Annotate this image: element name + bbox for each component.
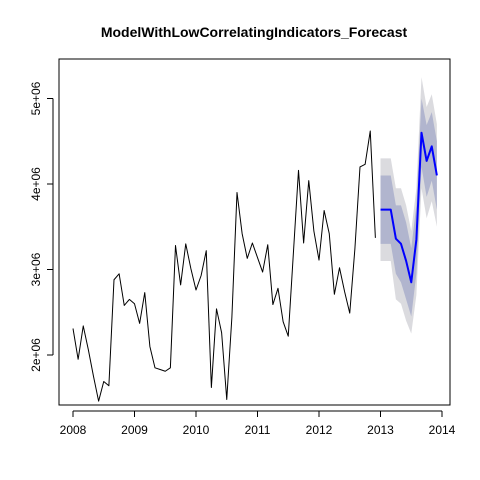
x-tick-label: 2014 [429, 423, 456, 437]
observed-series-line [72, 130, 376, 402]
prediction-interval-80-band [380, 98, 437, 317]
y-tick-label: 2e+06 [29, 338, 43, 372]
x-tick-label: 2010 [183, 423, 210, 437]
y-axis: 2e+06 3e+06 4e+06 5e+06 [29, 81, 54, 372]
x-tick-label: 2011 [245, 423, 271, 437]
interval-80-area [380, 98, 437, 317]
series-lines [72, 130, 438, 402]
x-axis: 2008 2009 2010 2011 2012 2013 2014 [60, 410, 456, 437]
x-tick-label: 2012 [306, 423, 333, 437]
x-tick-label: 2008 [60, 423, 87, 437]
forecast-series-line [380, 131, 438, 284]
plot-frame [58, 58, 451, 406]
x-tick-label: 2009 [121, 423, 148, 437]
y-tick-label: 4e+06 [29, 167, 43, 201]
x-tick-label: 2013 [367, 423, 394, 437]
y-tick-label: 3e+06 [29, 252, 43, 286]
y-tick-label: 5e+06 [29, 81, 43, 115]
chart-title: ModelWithLowCorrelatingIndicators_Foreca… [101, 24, 408, 40]
